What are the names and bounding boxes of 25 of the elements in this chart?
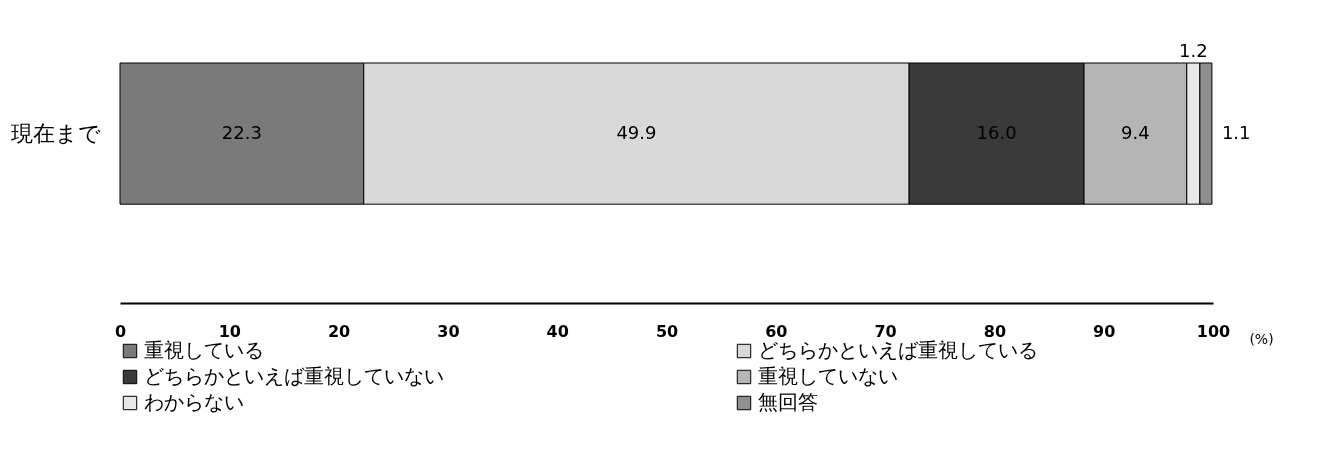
legend-label: 重視していない [758,364,898,388]
x-tick-label: 70 [874,321,897,341]
x-axis-title: (%) [1249,330,1274,347]
x-tick-label: 10 [218,321,241,341]
data-label: 9.4 [1121,121,1150,143]
legend-label: どちらかといえば重視している [758,338,1038,362]
x-tick-label: 20 [327,321,351,341]
legend-label: 重視している [144,338,264,362]
x-tick-label: 0 [114,321,127,341]
x-tick-label: 30 [437,321,460,341]
x-tick-label: 100 [1196,321,1231,341]
data-label: 49.9 [616,121,657,143]
legend-label: 無回答 [758,390,818,414]
data-label: 16.0 [976,121,1017,143]
data-label: 22.3 [221,121,262,143]
x-tick-label: 80 [983,321,1007,341]
y-tick-label: 現在まで [10,120,101,146]
x-tick-label: 40 [546,321,569,341]
x-tick-label: 90 [1093,321,1116,341]
data-label: 1.2 [1179,39,1208,61]
legend-label: どちらかといえば重視していない [144,364,444,388]
data-label: 1.1 [1221,121,1251,143]
x-tick-label: 50 [655,321,679,341]
legend-label: わからない [144,390,244,414]
x-tick-label: 60 [765,321,788,341]
